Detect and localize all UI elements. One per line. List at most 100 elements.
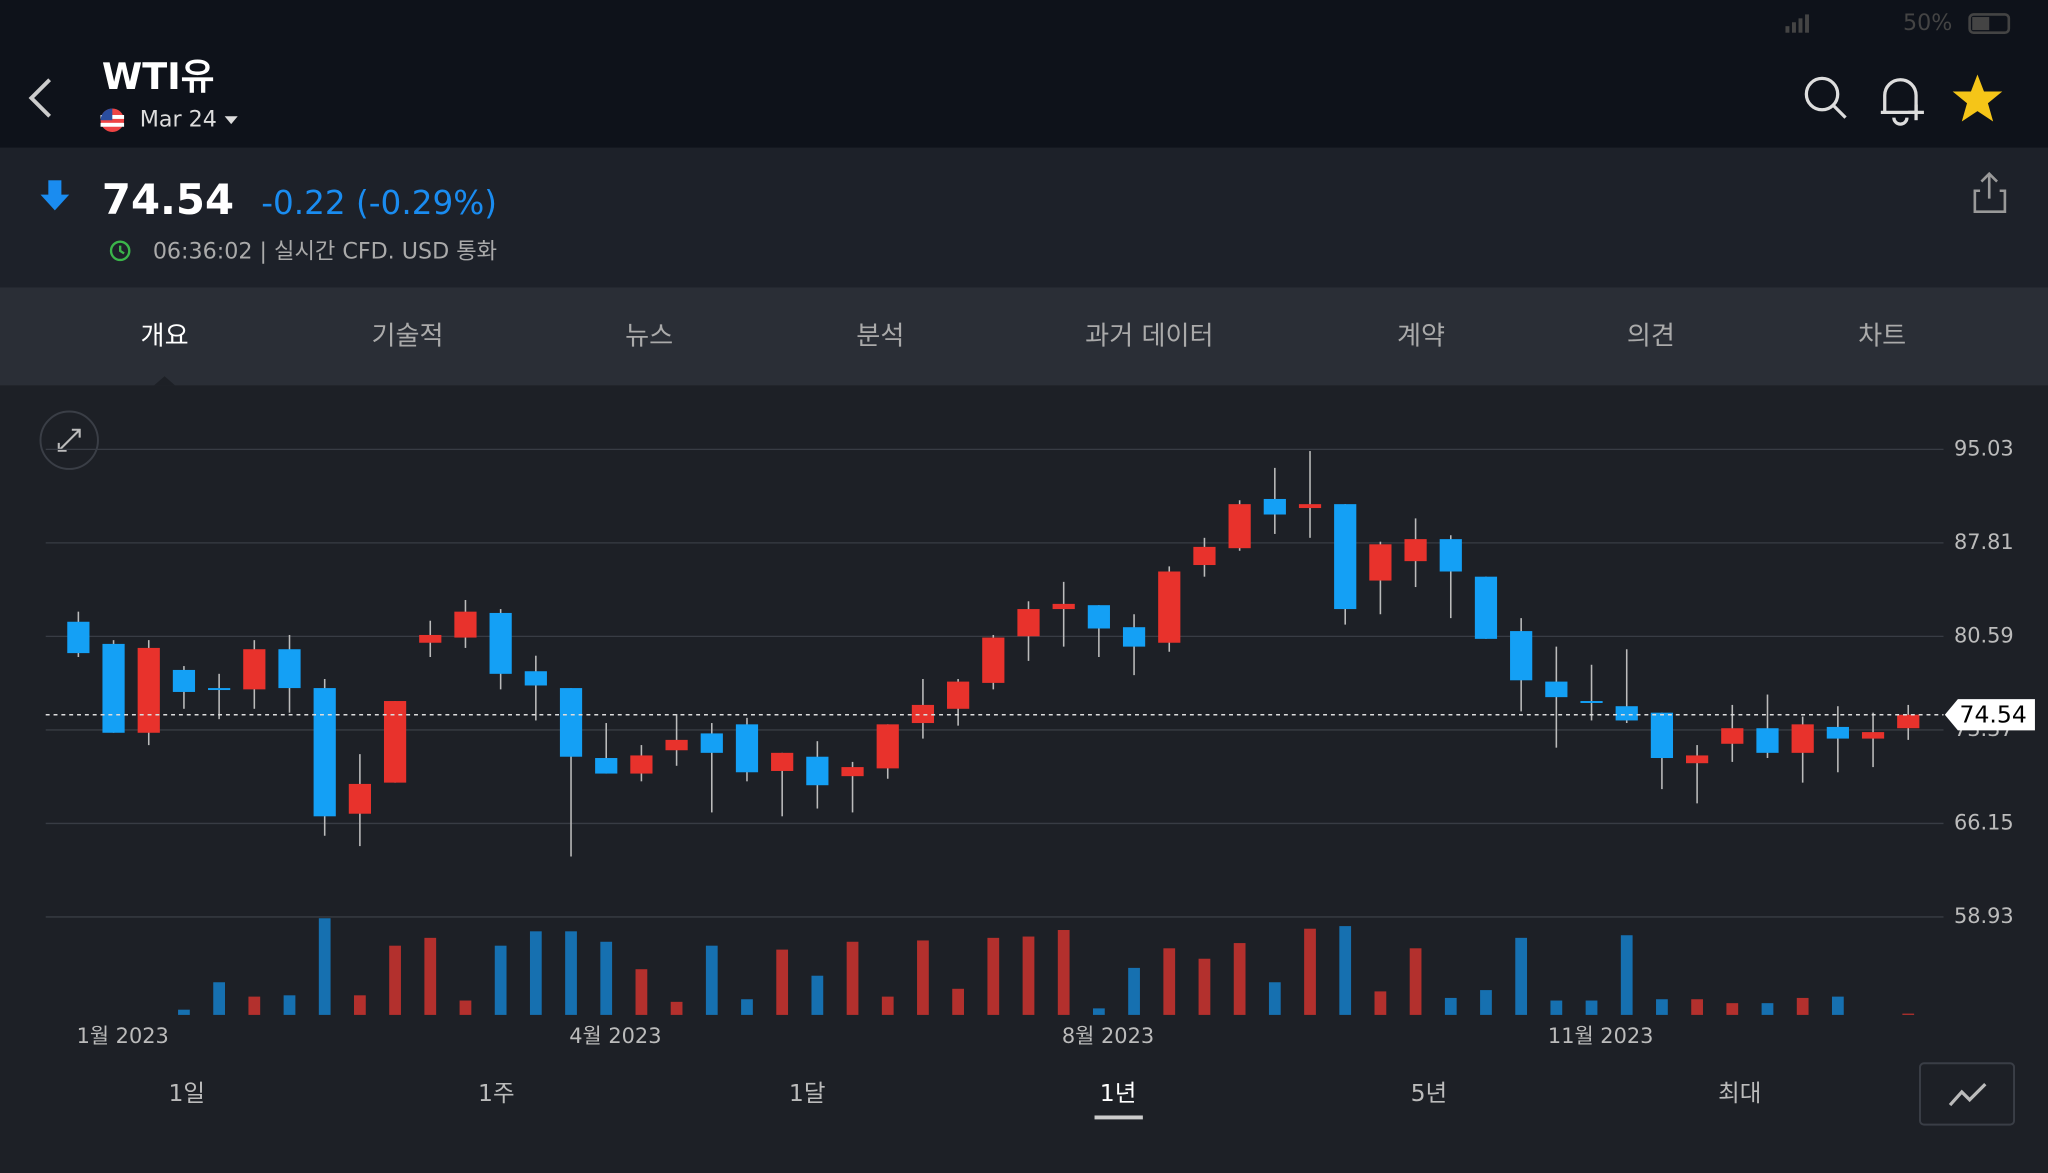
volume-bar	[178, 1009, 190, 1015]
candle-body	[841, 767, 864, 777]
candle-body	[1158, 571, 1181, 643]
volume-bar	[1656, 999, 1668, 1015]
candle-body	[665, 739, 688, 751]
volume-bar	[1796, 997, 1809, 1015]
volume-bar	[1022, 936, 1035, 1015]
volume-bar	[494, 945, 507, 1015]
volume-bar	[1163, 948, 1176, 1015]
price-change: -0.22 (-0.29%)	[261, 184, 497, 222]
volume-bar	[1515, 937, 1528, 1015]
volume-bar	[1726, 1003, 1739, 1015]
range-button[interactable]: 1달	[789, 1079, 826, 1107]
tab-indicator	[154, 376, 176, 386]
candle-body	[454, 611, 477, 638]
candle-body	[771, 752, 794, 771]
tab[interactable]: 과거 데이터	[1085, 322, 1213, 352]
candle-body	[172, 669, 196, 692]
volume-bar	[1691, 999, 1703, 1015]
contract[interactable]: Mar 24	[140, 107, 217, 133]
candle-body	[595, 758, 618, 774]
candle-body	[1756, 728, 1779, 753]
candle-body	[1228, 504, 1251, 549]
candle-body	[1334, 504, 1357, 610]
volume-bar	[1409, 948, 1422, 1015]
tab[interactable]: 계약	[1397, 322, 1445, 352]
candle-body	[1650, 712, 1674, 759]
last-price-tag	[1944, 699, 2035, 731]
candle-body	[1686, 755, 1709, 764]
contract-caret[interactable]	[224, 116, 238, 125]
candle-body	[313, 688, 336, 817]
candle-body	[1193, 546, 1216, 566]
down-arrow	[40, 180, 70, 211]
candle-body	[911, 704, 935, 724]
tab[interactable]: 뉴스	[625, 322, 673, 352]
volume-bar	[1268, 982, 1281, 1015]
range-button[interactable]: 1일	[168, 1079, 205, 1107]
volume-bar	[1550, 1000, 1563, 1015]
range-button[interactable]: 5년	[1411, 1079, 1448, 1107]
candle-body	[982, 637, 1005, 683]
volume-bar	[424, 937, 437, 1015]
x-tick-label: 1월 2023	[77, 1024, 169, 1048]
volume-bar	[1233, 943, 1246, 1015]
share-icon[interactable]	[1973, 171, 2007, 213]
candle-body	[383, 701, 407, 783]
chart-type-icon[interactable]	[1948, 1082, 1987, 1107]
candle-body	[1052, 603, 1075, 610]
candle-body	[137, 647, 160, 733]
tab[interactable]: 개요	[141, 322, 189, 352]
battery-label: 50%	[1903, 10, 1952, 36]
favorite-star[interactable]	[1952, 74, 2003, 122]
tab[interactable]: 분석	[856, 322, 904, 352]
range-button[interactable]: 최대	[1718, 1079, 1761, 1107]
quote-bg	[0, 147, 2048, 288]
volume-bar	[459, 1000, 472, 1015]
candle-body	[348, 783, 371, 814]
chart-type-button[interactable]	[1919, 1062, 2016, 1126]
x-tick-label: 11월 2023	[1548, 1024, 1654, 1048]
tab[interactable]: 의견	[1627, 322, 1675, 352]
last-price-label: 74.54	[1960, 701, 2027, 729]
candle-body	[1404, 539, 1427, 562]
header-bg	[0, 0, 2048, 148]
volume-bar	[670, 1001, 683, 1015]
volume-bar	[881, 996, 894, 1015]
range-button[interactable]: 1년	[1100, 1079, 1137, 1107]
volume-bar	[952, 988, 964, 1015]
candle-body	[1861, 732, 1885, 739]
candle-body	[1897, 714, 1920, 729]
volume-bar	[846, 941, 859, 1015]
volume-bar	[1902, 1013, 1915, 1015]
x-tick-label: 8월 2023	[1062, 1024, 1154, 1048]
candle-body	[1439, 539, 1462, 572]
tab[interactable]: 기술적	[371, 322, 443, 352]
volume-bar	[811, 975, 824, 1015]
x-tick-label: 4월 2023	[569, 1024, 661, 1048]
y-tick-label: 87.81	[1954, 530, 2014, 554]
volume-bar	[600, 941, 613, 1015]
candle-body	[1580, 701, 1603, 703]
expand-button[interactable]	[39, 410, 99, 470]
back-button[interactable]	[28, 78, 52, 118]
candle-body	[489, 612, 512, 674]
volume-bar	[318, 918, 331, 1015]
range-button[interactable]: 1주	[478, 1079, 515, 1107]
search-icon[interactable]	[1804, 76, 1847, 119]
volume-bar	[1374, 991, 1387, 1015]
tab[interactable]: 차트	[1858, 322, 1906, 352]
volume-bar	[1585, 1000, 1598, 1015]
volume-bar	[283, 995, 296, 1015]
y-tick-label: 80.59	[1954, 623, 2014, 647]
candle-body	[630, 755, 653, 774]
candle-body	[67, 621, 90, 654]
candle-body	[1263, 498, 1286, 515]
alert-icon[interactable]	[1880, 78, 1924, 126]
candle-body	[419, 634, 442, 643]
candle-body	[1298, 504, 1322, 509]
volume-bar	[1339, 926, 1352, 1015]
volume-bar	[213, 982, 226, 1015]
candle-body	[1474, 576, 1498, 639]
volume-bar	[1092, 1008, 1105, 1015]
